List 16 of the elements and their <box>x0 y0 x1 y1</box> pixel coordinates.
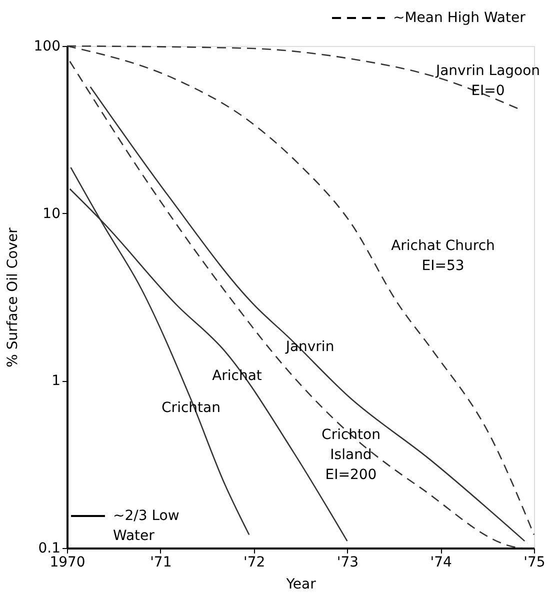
y-axis-title: % Surface Oil Cover <box>4 227 21 368</box>
x-tick-label: '74 <box>430 554 452 570</box>
y-tick-label: 0.1 <box>38 540 60 556</box>
x-tick-label: '75 <box>524 554 546 570</box>
series-label: Arichat Church EI=53 <box>391 238 495 274</box>
y-tick-label: 1 <box>52 373 60 390</box>
y-tick-label: 10 <box>42 206 60 222</box>
series-label: Janvrin Lagoon EI=0 <box>434 63 540 99</box>
annotation: ~2/3 Low Water <box>113 508 180 544</box>
x-axis-title: Year <box>285 576 316 592</box>
x-tick-label: '73 <box>336 554 359 570</box>
x-tick-label: '71 <box>150 554 172 570</box>
text: ~Mean High Water <box>393 10 526 26</box>
x-tick-label: 1970 <box>50 554 86 570</box>
x-tick-label: '72 <box>243 554 266 570</box>
y-tick-label: 100 <box>34 38 60 54</box>
